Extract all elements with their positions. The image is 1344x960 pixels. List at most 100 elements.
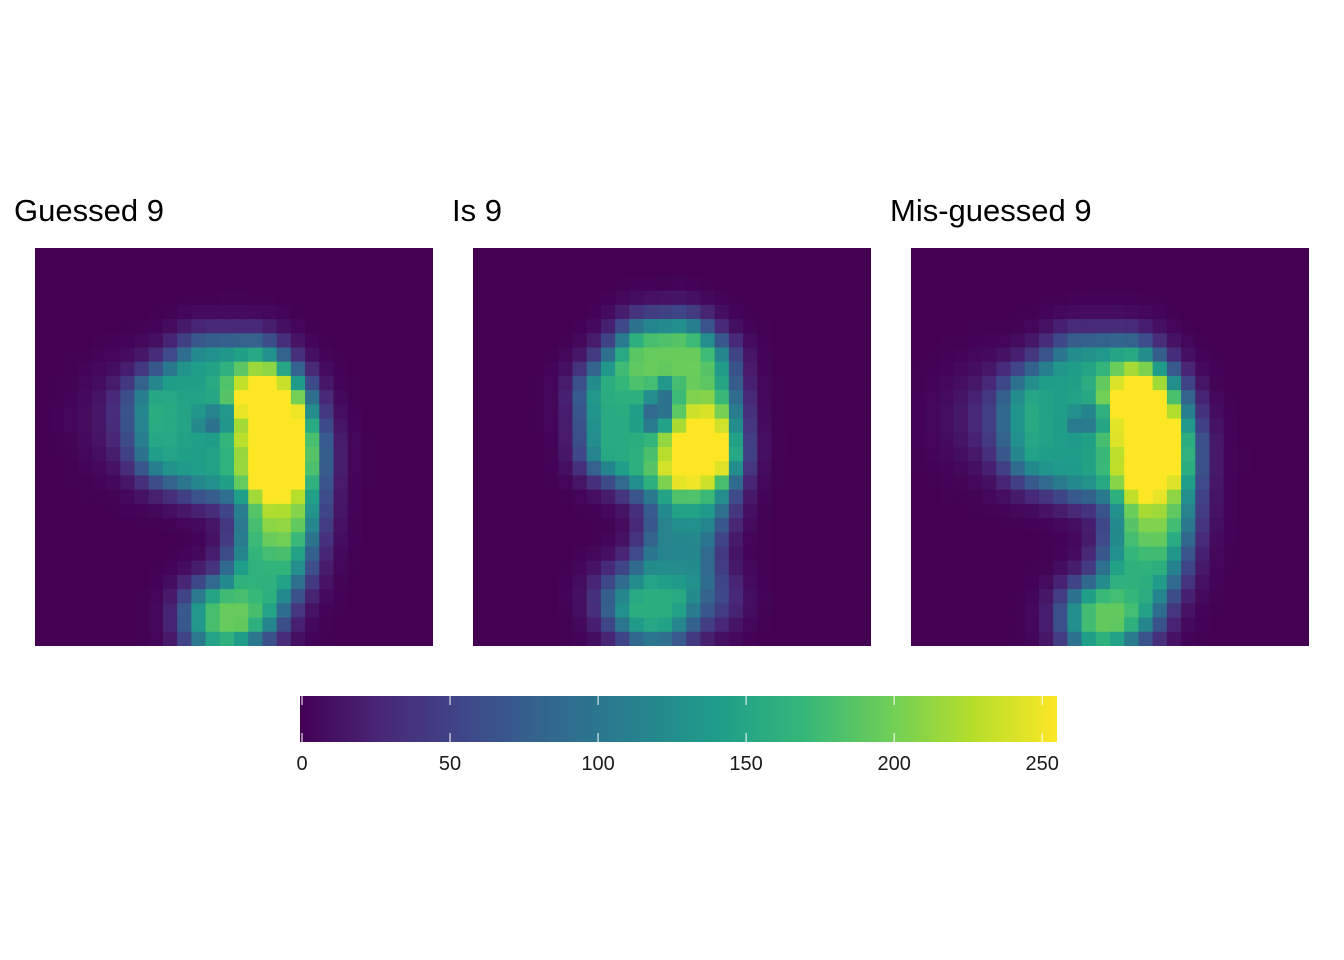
heatmap-cell <box>814 489 829 505</box>
heatmap-cell <box>925 489 941 505</box>
heatmap-cell <box>728 475 744 491</box>
heatmap-cell <box>828 475 844 491</box>
heatmap-cell <box>856 290 871 306</box>
heatmap-cell <box>1038 304 1054 320</box>
heatmap-cell <box>418 503 433 519</box>
heatmap-cell <box>333 375 349 391</box>
heatmap-cell <box>1266 390 1282 405</box>
heatmap-cell <box>982 475 997 491</box>
heatmap-cell <box>728 404 744 420</box>
heatmap-cell <box>63 532 79 548</box>
heatmap-cell <box>1209 333 1225 349</box>
heatmap-cell <box>1110 447 1125 462</box>
heatmap-cell <box>529 546 545 562</box>
heatmap-cell <box>473 589 488 604</box>
heatmap-cell <box>1223 404 1239 420</box>
heatmap-cell <box>586 248 602 263</box>
heatmap-cell <box>361 447 377 462</box>
heatmap-cell <box>572 304 588 320</box>
heatmap-cell <box>333 503 349 519</box>
heatmap-cell <box>234 489 249 505</box>
heatmap-cell <box>106 503 121 519</box>
heatmap-cell <box>785 262 801 278</box>
heatmap-cell <box>1038 333 1054 349</box>
heatmap-cell <box>842 319 858 334</box>
heatmap-cell <box>63 375 79 391</box>
heatmap-cell <box>134 319 150 334</box>
heatmap-cell <box>1166 404 1182 420</box>
heatmap-cell <box>643 546 659 562</box>
heatmap-cell <box>1124 347 1140 363</box>
heatmap-cell <box>925 404 941 420</box>
heatmap-cell <box>473 361 488 377</box>
heatmap-cell <box>1110 304 1125 320</box>
heatmap-cell <box>473 319 488 334</box>
heatmap-cell <box>487 617 503 633</box>
heatmap-cell <box>586 589 602 604</box>
heatmap-cell <box>177 574 192 590</box>
heatmap-cell <box>1209 589 1225 604</box>
heatmap-cell <box>700 262 716 278</box>
heatmap-cell <box>1053 333 1068 349</box>
heatmap-cell <box>1280 361 1296 377</box>
heatmap-cell <box>925 390 941 405</box>
heatmap-cell <box>276 404 292 420</box>
heatmap-cell <box>418 361 433 377</box>
heatmap-cell <box>600 262 616 278</box>
heatmap-cell <box>219 603 235 619</box>
heatmap-cell <box>842 248 858 263</box>
heatmap-cell <box>148 304 164 320</box>
heatmap-cell <box>205 319 221 334</box>
heatmap-cell <box>106 361 121 377</box>
heatmap-cell <box>290 333 306 349</box>
heatmap-cell <box>1181 319 1196 334</box>
heatmap-cell <box>643 631 659 646</box>
heatmap-cell <box>1110 361 1125 377</box>
heatmap-cell <box>1067 574 1083 590</box>
heatmap-cell <box>376 532 391 548</box>
heatmap-cell <box>276 603 292 619</box>
heatmap-cell <box>49 532 65 548</box>
heatmap-cell <box>219 574 235 590</box>
heatmap-cell <box>191 375 207 391</box>
heatmap-cell <box>529 276 545 292</box>
heatmap-cell <box>276 361 292 377</box>
heatmap-cell <box>643 461 659 477</box>
heatmap-cell <box>828 304 844 320</box>
heatmap-cell <box>686 503 702 519</box>
heatmap-cell <box>1294 518 1309 533</box>
heatmap-cell <box>1152 461 1168 477</box>
heatmap-cell <box>1138 248 1154 263</box>
heatmap-cell <box>586 603 602 619</box>
heatmap-cell <box>529 475 545 491</box>
heatmap-cell <box>1095 546 1111 562</box>
heatmap-cell <box>347 432 363 448</box>
heatmap-cell <box>361 319 377 334</box>
heatmap-cell <box>799 390 815 405</box>
heatmap-cell <box>686 375 702 391</box>
heatmap-cell <box>1138 390 1154 405</box>
heatmap-cell <box>1237 475 1253 491</box>
heatmap-cell <box>572 262 588 278</box>
heatmap-cell <box>996 447 1012 462</box>
heatmap-cell <box>785 447 801 462</box>
heatmap-cell <box>276 589 292 604</box>
heatmap-cell <box>1181 290 1196 306</box>
heatmap-cell <box>1152 262 1168 278</box>
heatmap-cell <box>814 503 829 519</box>
heatmap-cell <box>77 617 93 633</box>
heatmap-cell <box>1038 518 1054 533</box>
heatmap-cell <box>939 560 955 576</box>
heatmap-cell <box>120 262 136 278</box>
heatmap-cell <box>967 390 983 405</box>
heatmap-cell <box>1067 418 1083 434</box>
heatmap-cell <box>248 304 264 320</box>
heatmap-cell <box>376 375 391 391</box>
heatmap-cell <box>134 290 150 306</box>
heatmap-cell <box>305 631 320 646</box>
heatmap-cell <box>771 319 787 334</box>
heatmap-cell <box>1195 503 1211 519</box>
heatmap-cell <box>290 475 306 491</box>
heatmap-cell <box>1053 375 1068 391</box>
heatmap-cell <box>953 319 969 334</box>
